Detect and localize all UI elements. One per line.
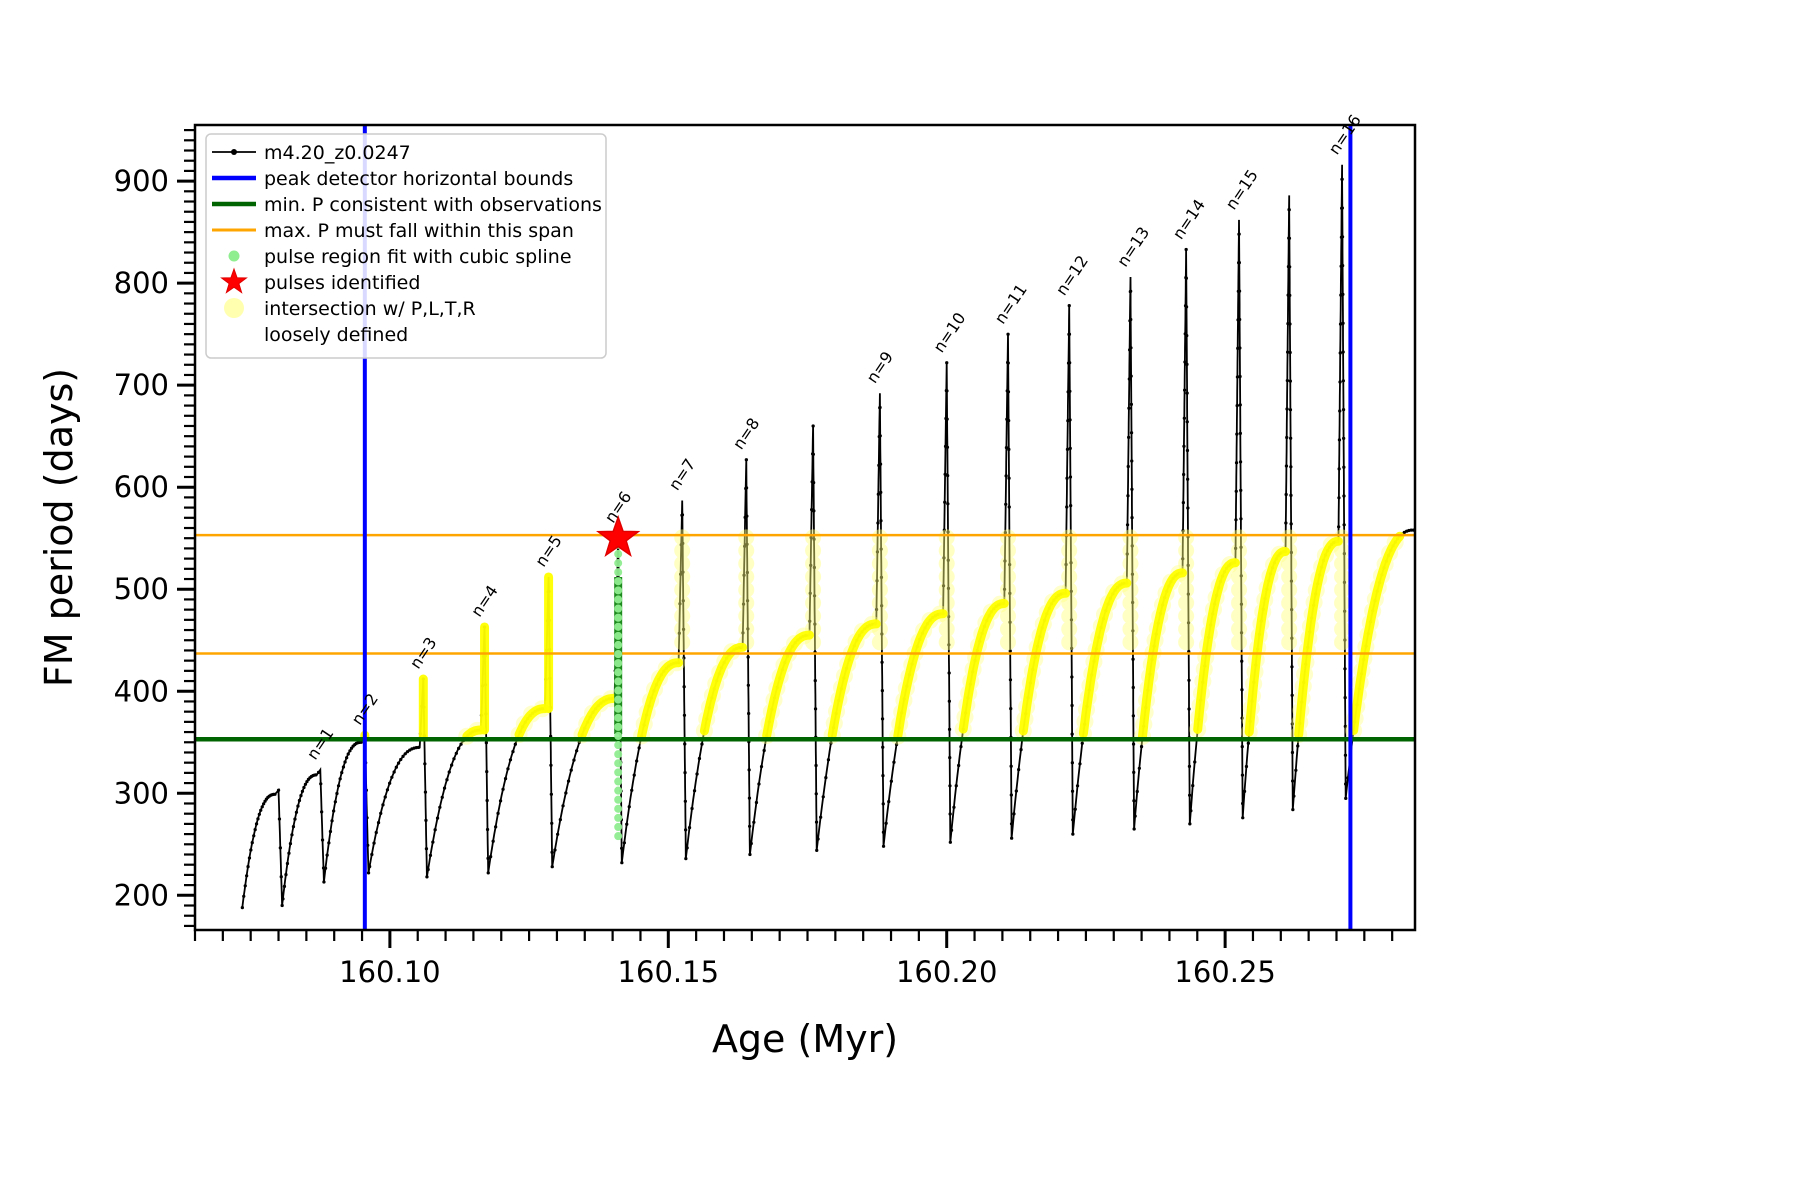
legend-entry-label: m4.20_z0.0247 [264,142,411,164]
yellow-intersection-overlay [360,527,1409,745]
x-axis-ticks [193,930,1394,948]
y-tick-label: 500 [114,572,169,606]
y-tick-label: 900 [114,164,169,198]
intersection-segment [1244,547,1290,737]
intersection-segment [958,599,1009,734]
y-axis-ticks [177,129,195,928]
intersection-segment [1018,588,1071,736]
x-tick-label: 160.15 [618,955,719,989]
intersection-segment [1193,558,1240,734]
x-axis-label: Age (Myr) [712,1017,898,1061]
y-tick-label: 400 [114,674,169,708]
x-tick-label: 160.10 [339,955,440,989]
intersection-segment [699,642,748,736]
x-tick-label: 160.25 [1174,955,1275,989]
intersection-segment [1138,568,1187,741]
intersection-segment [893,609,948,741]
y-tick-label: 600 [114,470,169,504]
legend-star-icon [220,267,248,294]
legend-entry-label: peak detector horizontal bounds [264,168,573,190]
intersection-segment [577,693,620,740]
legend-entry-label: max. P must fall within this span [264,220,574,242]
legend-entry-label: intersection w/ P,L,T,R [264,298,476,320]
plot-area [195,125,1415,930]
y-tick-label: 800 [114,266,169,300]
legend-loose-dot-icon [224,298,244,318]
intersection-segment [462,725,486,741]
y-tick-label: 700 [114,368,169,402]
legend-entry: pulse region fit with cubic spline [228,246,572,268]
legend-entry: m4.20_z0.0247 [212,142,411,164]
legend-frame [205,133,607,359]
y-axis-label: FM period (days) [37,368,81,687]
x-tick-label: 160.20 [896,955,997,989]
intersection-segment [1294,536,1343,739]
legend-entry: intersection w/ P,L,T,R loosely defined [224,298,476,346]
legend-marker-dot [231,149,237,155]
intersection-segment [514,704,550,740]
y-tick-label: 200 [114,878,169,912]
legend-entry: max. P must fall within this span [212,220,574,242]
legend-entry: peak detector horizontal bounds [212,168,573,190]
intersection-segment [827,619,881,740]
intersection-segment [637,658,684,741]
intersection-segment [1349,531,1405,735]
legend-entry: pulses identified [220,267,420,294]
legend-spline-dot-icon [228,250,240,262]
intersection-segment [762,630,814,741]
pulse-star-icon [596,514,641,558]
legend-entry-label: pulse region fit with cubic spline [264,246,572,268]
legend-entry-label-2: loosely defined [264,324,408,346]
legend-entry-label: min. P consistent with observations [264,194,602,216]
y-tick-label: 300 [114,776,169,810]
legend-entry: min. P consistent with observations [212,194,602,216]
legend-entry-label: pulses identified [264,272,420,294]
intersection-segment [1078,578,1132,739]
